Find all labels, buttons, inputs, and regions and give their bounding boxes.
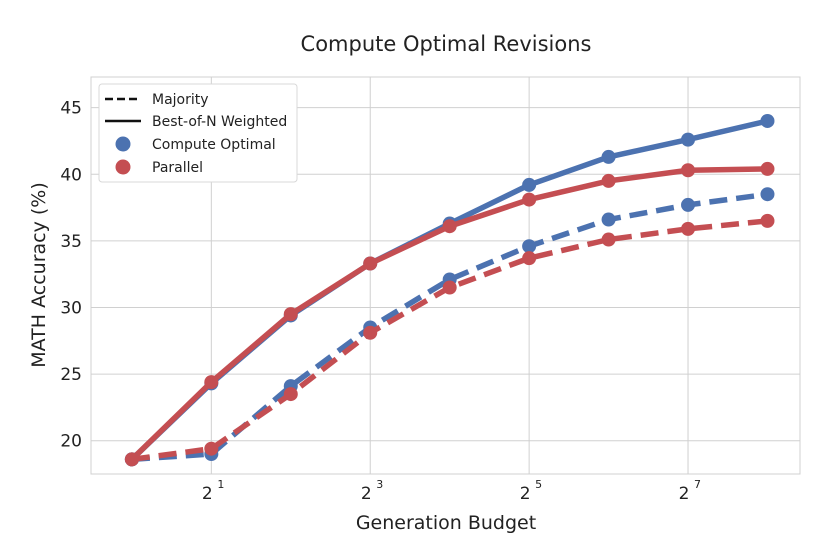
data-point [204, 441, 219, 456]
data-point [124, 452, 139, 467]
data-point [681, 163, 696, 178]
y-axis-label: MATH Accuracy (%) [28, 182, 50, 368]
data-point [522, 251, 537, 266]
x-tick-label: 2 [679, 484, 690, 504]
legend-marker [115, 136, 131, 152]
x-tick-label: 2 [361, 484, 372, 504]
data-point [283, 387, 298, 402]
chart-title: Compute Optimal Revisions [301, 32, 592, 56]
x-tick-exponent: 3 [376, 478, 383, 491]
series-layer [124, 113, 775, 467]
y-tick-label: 25 [60, 365, 82, 385]
data-point [522, 177, 537, 192]
data-point [601, 212, 616, 227]
x-tick-exponent: 1 [217, 478, 224, 491]
x-tick-label: 2 [202, 484, 213, 504]
data-point [522, 239, 537, 254]
data-point [601, 149, 616, 164]
y-tick-label: 35 [60, 232, 82, 252]
y-tick-label: 40 [60, 165, 82, 185]
y-tick-label: 30 [60, 298, 82, 318]
data-point [363, 256, 378, 271]
data-point [681, 132, 696, 147]
data-point [681, 197, 696, 212]
x-tick-exponent: 7 [694, 478, 701, 491]
x-tick-exponent: 5 [535, 478, 542, 491]
legend: Majority Best-of-N Weighted Compute Optima… [98, 83, 298, 183]
legend-label: Best-of-N Weighted [152, 114, 287, 130]
y-tick-label: 20 [60, 432, 82, 452]
data-point [442, 219, 457, 234]
data-point [522, 192, 537, 207]
legend-label: Majority [152, 92, 209, 108]
data-point [283, 307, 298, 322]
legend-label: Compute Optimal [152, 137, 276, 153]
series-parallel-best-of-n [124, 161, 775, 467]
legend-label: Parallel [152, 160, 203, 176]
data-point [760, 213, 775, 228]
series-parallel-majority [124, 213, 775, 467]
data-point [601, 232, 616, 247]
data-point [760, 161, 775, 176]
y-axis-ticks: 20 25 30 35 40 45 [60, 99, 82, 452]
data-point [204, 375, 219, 390]
y-tick-label: 45 [60, 99, 82, 119]
legend-box [98, 83, 298, 183]
data-point [442, 280, 457, 295]
data-point [601, 173, 616, 188]
x-tick-label: 2 [520, 484, 531, 504]
data-point [760, 113, 775, 128]
x-axis-label: Generation Budget [356, 512, 536, 534]
legend-marker [115, 159, 131, 175]
data-point [363, 325, 378, 340]
data-point [681, 221, 696, 236]
data-point [760, 187, 775, 202]
